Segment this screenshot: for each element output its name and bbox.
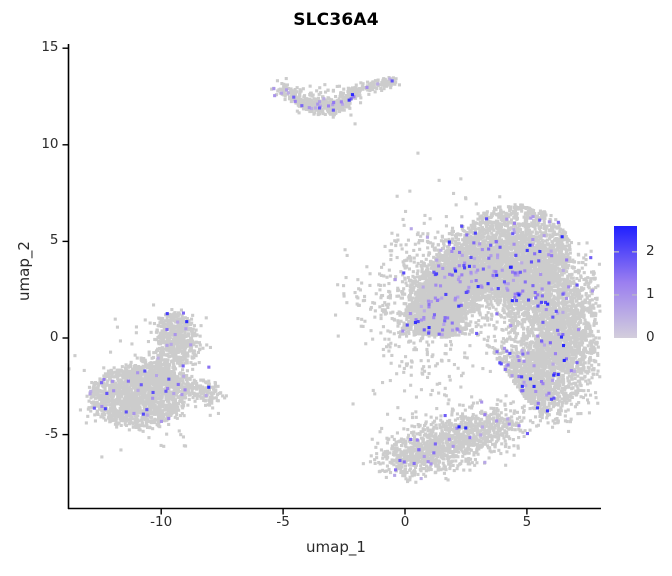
- axis-lines: [62, 44, 601, 515]
- x-tick-label: -5: [276, 514, 290, 530]
- y-tick-label: 15: [41, 39, 59, 56]
- y-tick-label: 0: [49, 329, 59, 345]
- x-axis-label: umap_1: [306, 538, 366, 556]
- data-points-layer: [67, 76, 602, 484]
- x-tick-label: 0: [400, 514, 410, 530]
- page-title: SLC36A4: [293, 10, 379, 30]
- colorbar-tick-label: 0: [646, 329, 655, 345]
- x-tick-label: -10: [150, 514, 173, 530]
- colorbar-ticks: [614, 251, 637, 296]
- colorbar-tick-label: 2: [646, 242, 655, 259]
- colorbar-legend: [614, 226, 637, 338]
- y-tick-label: 5: [49, 232, 59, 249]
- x-tick-label: 5: [522, 514, 532, 530]
- axis-ticks: [62, 47, 528, 515]
- y-axis-label: umap_2: [15, 241, 33, 301]
- colorbar-tick-label: 1: [646, 285, 655, 302]
- y-tick-label: 10: [41, 135, 59, 152]
- y-tick-label: -5: [45, 425, 59, 442]
